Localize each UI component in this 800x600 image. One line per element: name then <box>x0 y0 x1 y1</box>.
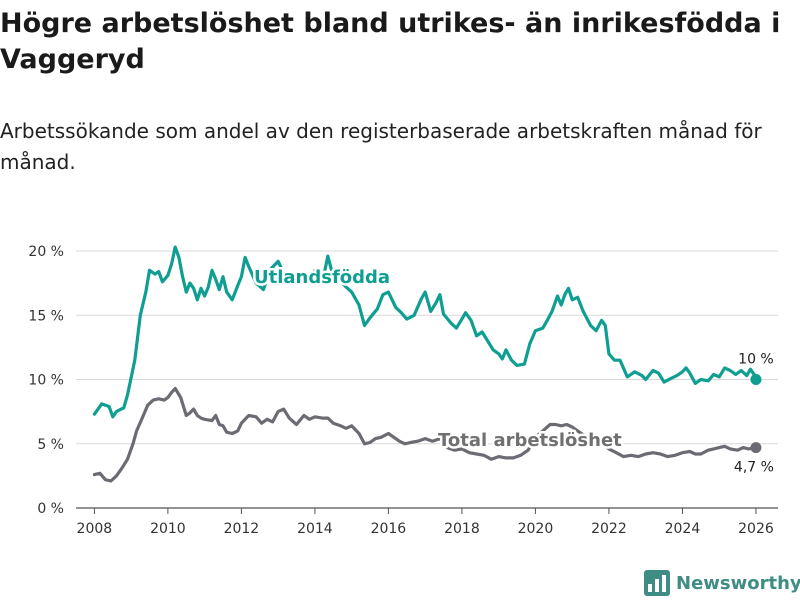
series <box>92 245 762 483</box>
x-tick-label: 2020 <box>518 521 554 537</box>
grid-lines <box>76 250 778 509</box>
series-label-utlandsfodda-halo: Utlandsfödda <box>254 267 390 288</box>
x-tick-label: 2010 <box>150 521 186 537</box>
x-tick-label: 2022 <box>591 521 627 537</box>
y-tick-label: 10 % <box>28 373 64 389</box>
series-line-total <box>92 386 758 483</box>
series-label-total-halo: Total arbetslöshet <box>438 430 622 451</box>
brand-logo: Newsworthy <box>644 568 800 598</box>
series-label-utlandsfodda: Utlandsfödda <box>254 267 390 288</box>
bar-chart-icon <box>644 570 670 596</box>
y-tick-label: 5 % <box>37 437 64 453</box>
chart-subtitle: Arbetssökande som andel av den registerb… <box>0 119 762 174</box>
series-endpoint-utlandsfodda <box>750 374 762 385</box>
end-label-total: 4,7 % <box>734 460 774 476</box>
x-tick-label: 2014 <box>297 521 333 537</box>
y-tick-label: 15 % <box>28 308 64 324</box>
series-endpoint-total <box>750 442 762 454</box>
x-tick-label: 2012 <box>224 521 260 537</box>
x-tick-label: 2024 <box>665 521 701 537</box>
x-tick-label: 2016 <box>371 521 407 537</box>
y-tick-label: 0 % <box>37 501 64 517</box>
end-label-utlandsfodda: 10 % <box>738 352 774 368</box>
x-tick-label: 2018 <box>444 521 480 537</box>
y-tick-label: 20 % <box>28 244 64 260</box>
x-tick-label: 2026 <box>738 521 774 537</box>
series-line-utlandsfodda <box>92 245 758 419</box>
y-axis: 0 % 5 % 10 % 15 % 20 % <box>28 244 64 517</box>
chart-title: Högre arbetslöshet bland utrikes- än inr… <box>0 8 781 75</box>
x-axis: 2008 2010 2012 2014 2016 2018 2020 2022 2024 2026 <box>77 508 774 537</box>
x-tick-label: 2008 <box>77 521 113 537</box>
brand-name: Newsworthy <box>676 572 800 594</box>
series-label-total: Total arbetslöshet <box>438 430 622 451</box>
